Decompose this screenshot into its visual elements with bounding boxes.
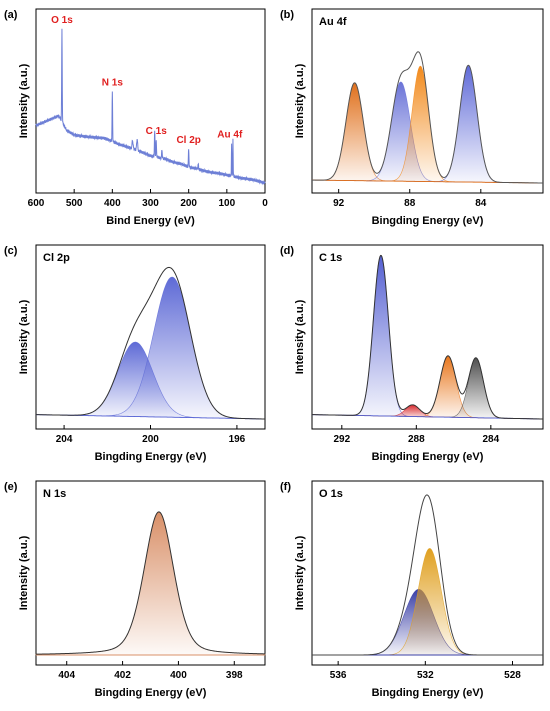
x-tick-label: 84 [475, 198, 487, 209]
panel-f-letter: (f) [280, 481, 291, 493]
x-tick-label: 600 [28, 198, 45, 209]
panel-c-ylabel: Intensity (a.u.) [18, 299, 30, 374]
panel-e-ticks: 404 402 400 398 [58, 661, 243, 681]
envelope-line [311, 254, 544, 420]
survey-spectrum-line [35, 28, 266, 186]
panel-d: (d) C 1s 292 288 284 Bingding Energy (eV) … [280, 244, 544, 463]
x-tick-label: 288 [408, 434, 425, 445]
panel-a-ticks: 600 500 400 300 200 100 0 [28, 189, 268, 209]
x-tick-label: 200 [142, 434, 159, 445]
panel-b: (b) Au 4f 92 88 84 Bingding Energy (eV) In… [280, 8, 544, 227]
panel-d-frame [311, 244, 544, 430]
panel-d-plot [311, 254, 544, 420]
x-tick-label: 404 [58, 670, 75, 681]
panel-e-frame [35, 480, 266, 666]
envelope-line [35, 511, 266, 655]
panel-f-title: O 1s [319, 488, 343, 500]
x-tick-label: 400 [104, 198, 121, 209]
panel-b-frame [311, 8, 544, 194]
panel-d-letter: (d) [280, 245, 294, 257]
x-tick-label: 500 [66, 198, 83, 209]
panel-b-ticks: 92 88 84 [333, 189, 487, 209]
panel-a-plot: O 1s N 1s C 1s Cl 2p Au 4f [35, 15, 266, 186]
x-tick-label: 92 [333, 198, 345, 209]
panel-e-letter: (e) [4, 481, 18, 493]
panel-a: (a) O 1s N 1s C 1s Cl 2p Au 4f 600 500 400 300 2… [4, 8, 268, 227]
peak-annotation: Cl 2p [176, 135, 200, 146]
x-tick-label: 532 [417, 670, 434, 681]
panel-e-title: N 1s [43, 488, 66, 500]
component-peak-3 [311, 357, 544, 420]
panel-f-plot [312, 494, 543, 656]
peak-annotation: N 1s [102, 77, 124, 88]
component-peak-1 [35, 276, 266, 420]
x-tick-label: 292 [333, 434, 350, 445]
x-tick-label: 196 [229, 434, 246, 445]
panel-c-plot [35, 266, 266, 420]
envelope-line [35, 266, 266, 420]
x-tick-label: 536 [330, 670, 347, 681]
x-tick-label: 398 [226, 670, 243, 681]
x-tick-label: 100 [218, 198, 235, 209]
panel-e-xlabel: Bingding Energy (eV) [95, 687, 207, 699]
peak-annotation: O 1s [51, 15, 73, 26]
panel-e-ylabel: Intensity (a.u.) [18, 535, 30, 610]
panel-c: (c) Cl 2p 204 200 196 Bingding Energy (eV)… [4, 244, 266, 463]
panel-f-ticks: 536 532 528 [330, 661, 521, 681]
x-tick-label: 402 [114, 670, 131, 681]
panel-b-letter: (b) [280, 9, 294, 21]
x-tick-label: 200 [180, 198, 197, 209]
panel-d-ylabel: Intensity (a.u.) [294, 299, 306, 374]
panel-d-title: C 1s [319, 252, 342, 264]
panel-c-letter: (c) [4, 245, 18, 257]
panel-b-ylabel: Intensity (a.u.) [294, 63, 306, 138]
panel-c-title: Cl 2p [43, 252, 70, 264]
x-tick-label: 400 [170, 670, 187, 681]
panel-c-xlabel: Bingding Energy (eV) [95, 451, 207, 463]
panel-a-frame [35, 8, 266, 194]
envelope-line [312, 494, 543, 656]
panel-b-title: Au 4f [319, 16, 347, 28]
panel-f-xlabel: Bingding Energy (eV) [372, 687, 484, 699]
component-peak-1 [312, 548, 543, 656]
panel-a-ylabel: Intensity (a.u.) [18, 63, 30, 138]
panel-f: (f) O 1s 536 532 528 Bingding Energy (eV) … [280, 480, 544, 699]
x-tick-label: 528 [504, 670, 521, 681]
panel-b-xlabel: Bingding Energy (eV) [372, 215, 484, 227]
panel-e: (e) N 1s 404 402 400 398 Bingding Energy (e… [4, 480, 266, 699]
panel-a-xlabel: Bind Energy (eV) [106, 215, 195, 227]
panel-c-ticks: 204 200 196 [56, 425, 246, 445]
panel-d-ticks: 292 288 284 [333, 425, 500, 445]
panel-f-frame [311, 480, 544, 666]
envelope-line [311, 51, 544, 184]
x-tick-label: 284 [482, 434, 499, 445]
x-tick-label: 300 [142, 198, 159, 209]
component-peak-2 [311, 355, 544, 420]
panel-f-ylabel: Intensity (a.u.) [294, 535, 306, 610]
peak-annotation: C 1s [146, 126, 168, 137]
x-tick-label: 0 [262, 198, 268, 209]
x-tick-label: 204 [56, 434, 73, 445]
panel-e-plot [35, 511, 266, 656]
panel-b-plot [311, 51, 544, 184]
peak-annotation: Au 4f [217, 130, 243, 141]
component-peak-0 [311, 255, 544, 420]
panel-a-letter: (a) [4, 9, 18, 21]
panel-d-xlabel: Bingding Energy (eV) [372, 451, 484, 463]
x-tick-label: 88 [404, 198, 416, 209]
